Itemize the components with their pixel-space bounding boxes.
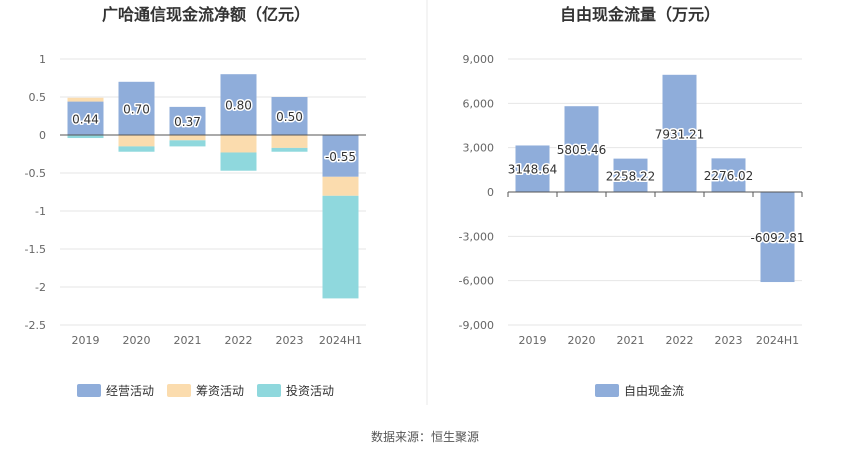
net-cash-flow-x-tick-label: 2024H1	[319, 334, 362, 347]
net-cash-flow-bar	[67, 101, 104, 135]
net-cash-flow-y-tick-label: 0	[39, 129, 46, 142]
net-cash-flow-legend-swatch	[167, 384, 191, 397]
net-cash-flow-data-label: 0.80	[225, 99, 252, 113]
net-cash-flow-bar	[322, 135, 359, 177]
net-cash-flow-legend-swatch	[257, 384, 281, 397]
free-cash-flow-title: 自由现金流量（万元）	[560, 5, 720, 24]
free-cash-flow-x-tick-label: 2022	[666, 334, 694, 347]
free-cash-flow-y-tick-label: 9,000	[463, 53, 495, 66]
free-cash-flow-x-tick-label: 2021	[617, 334, 645, 347]
free-cash-flow-x-tick-label: 2023	[715, 334, 743, 347]
free-cash-flow-bar	[613, 158, 648, 192]
net-cash-flow-title: 广哈通信现金流净额（亿元）	[102, 5, 310, 24]
net-cash-flow-bar	[322, 195, 359, 299]
net-cash-flow-y-tick-label: -1	[35, 205, 46, 218]
net-cash-flow-bar	[220, 135, 257, 153]
net-cash-flow-x-tick-label: 2022	[225, 334, 253, 347]
net-cash-flow-x-tick-label: 2021	[174, 334, 202, 347]
net-cash-flow-bar	[118, 146, 155, 152]
net-cash-flow-data-label: 0.70	[123, 102, 150, 116]
net-cash-flow-bar	[271, 147, 308, 152]
net-cash-flow-y-tick-label: 1	[39, 53, 46, 66]
net-cash-flow-legend-label: 投资活动	[286, 383, 334, 398]
net-cash-flow-bar	[67, 135, 104, 139]
free-cash-flow-bar	[564, 106, 599, 192]
net-cash-flow-legend-label: 筹资活动	[196, 384, 244, 398]
net-cash-flow-y-tick-label: -2.5	[25, 319, 46, 332]
net-cash-flow-x-tick-label: 2020	[123, 334, 151, 347]
net-cash-flow-data-label: 0.44	[72, 112, 99, 126]
net-cash-flow-bar	[169, 135, 206, 141]
net-cash-flow-y-tick-label: -2	[35, 281, 46, 294]
net-cash-flow-bar	[220, 74, 257, 135]
free-cash-flow-y-tick-label: -3,000	[459, 230, 494, 243]
free-cash-flow-y-tick-label: 0	[487, 186, 494, 199]
net-cash-flow-bar	[169, 140, 206, 147]
free-cash-flow-bar	[515, 145, 550, 192]
net-cash-flow-x-tick-label: 2023	[276, 334, 304, 347]
free-cash-flow-data-label: 7931.21	[655, 127, 705, 141]
free-cash-flow-y-tick-label: -9,000	[459, 319, 494, 332]
free-cash-flow-bar	[760, 192, 795, 283]
free-cash-flow-y-tick-label: 3,000	[463, 142, 495, 155]
net-cash-flow-bar	[169, 106, 206, 135]
net-cash-flow-y-tick-label: -1.5	[25, 243, 46, 256]
free-cash-flow-x-tick-label: 2024H1	[756, 334, 799, 347]
free-cash-flow-x-tick-label: 2019	[519, 334, 547, 347]
free-cash-flow-data-label: 2258.22	[606, 169, 656, 183]
data-source-label: 数据来源：恒生聚源	[370, 430, 479, 444]
net-cash-flow-bar	[67, 97, 104, 102]
free-cash-flow-data-label: 3148.64	[508, 163, 558, 177]
net-cash-flow-bar	[220, 152, 257, 171]
net-cash-flow-legend-label: 经营活动	[106, 384, 154, 398]
net-cash-flow-data-label: 0.37	[174, 115, 201, 129]
free-cash-flow-legend-swatch	[595, 384, 619, 397]
net-cash-flow-bar	[271, 97, 308, 135]
free-cash-flow-chart: 自由现金流量（万元） 9,000 6,000 3,000 0 -3,000 -6,000 -9…	[459, 5, 806, 398]
net-cash-flow-bar	[271, 135, 308, 148]
net-cash-flow-bar	[118, 135, 155, 147]
free-cash-flow-x-tick-label: 2020	[568, 334, 596, 347]
net-cash-flow-x-tick-label: 2019	[72, 334, 100, 347]
free-cash-flow-y-tick-label: 6,000	[463, 97, 495, 110]
net-cash-flow-legend-swatch	[77, 384, 101, 397]
free-cash-flow-data-label: -6092.81	[751, 231, 805, 245]
free-cash-flow-bar	[711, 158, 746, 192]
net-cash-flow-y-tick-label: -0.5	[25, 167, 46, 180]
net-cash-flow-bar	[118, 81, 155, 135]
free-cash-flow-data-label: 5805.46	[557, 143, 607, 157]
free-cash-flow-data-label: 2276.02	[704, 169, 754, 183]
net-cash-flow-data-label: 0.50	[276, 110, 303, 124]
net-cash-flow-bar	[322, 176, 359, 196]
free-cash-flow-legend-label: 自由现金流	[624, 383, 684, 398]
net-cash-flow-y-tick-label: 0.5	[29, 91, 47, 104]
free-cash-flow-y-tick-label: -6,000	[459, 275, 494, 288]
free-cash-flow-bar	[662, 74, 697, 192]
net-cash-flow-data-label: -0.55	[325, 150, 356, 164]
